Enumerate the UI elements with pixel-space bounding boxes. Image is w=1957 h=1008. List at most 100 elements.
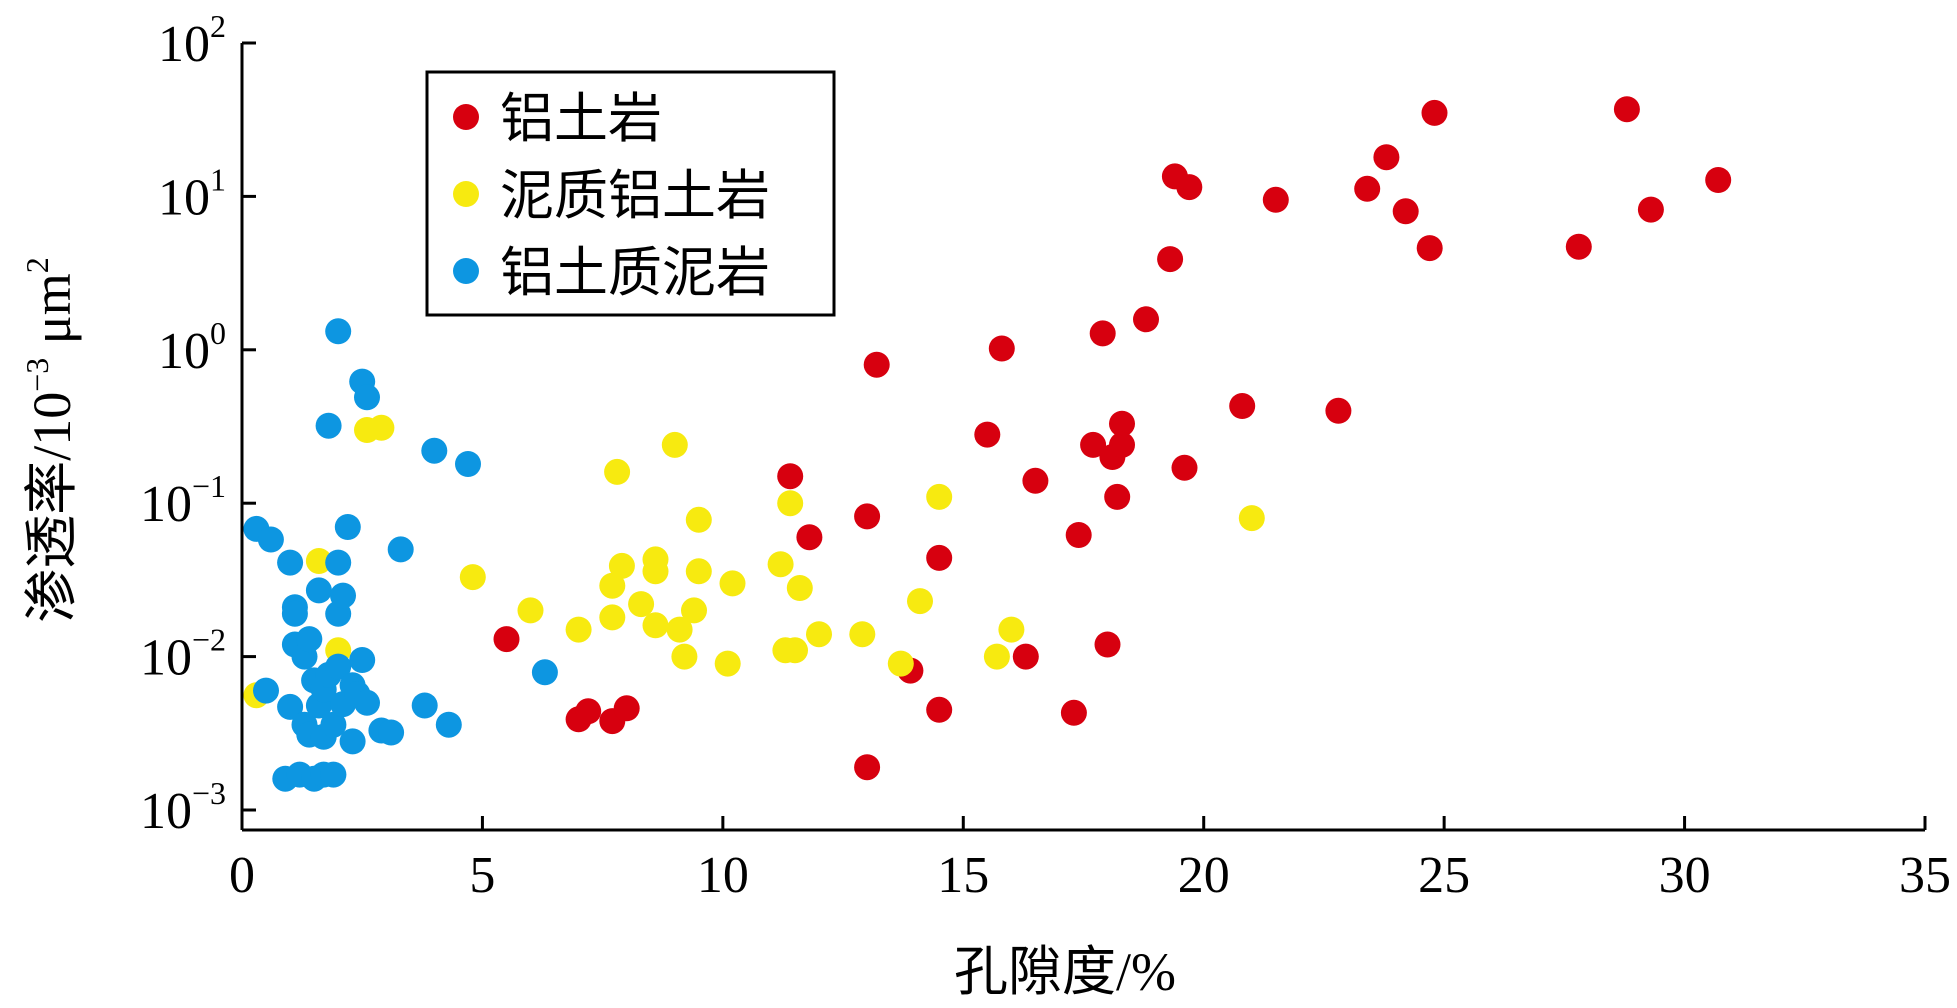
data-point — [330, 582, 356, 609]
x-tick-label-1: 5 — [469, 847, 495, 904]
legend-marker-0 — [453, 104, 479, 130]
x-tick-label-0: 0 — [229, 847, 255, 904]
data-point — [719, 570, 746, 597]
data-point — [1065, 522, 1092, 548]
y-tick-exp: 1 — [210, 161, 226, 197]
data-point — [1089, 320, 1116, 347]
x-tick-label-6: 30 — [1659, 847, 1711, 904]
data-point — [387, 536, 414, 563]
data-point — [1022, 467, 1049, 494]
data-point — [613, 695, 640, 722]
data-point — [714, 650, 741, 677]
legend-label-2: 铝土质泥岩 — [500, 241, 770, 304]
data-point — [849, 621, 876, 648]
data-point — [1565, 233, 1592, 260]
data-point — [974, 421, 1001, 448]
y-axis-title: 渗透率/10−3 μm2 — [19, 257, 82, 623]
y-tick-base: 10 — [158, 16, 210, 73]
y-tick-exp: 2 — [210, 8, 226, 44]
data-point — [334, 514, 361, 540]
data-point — [671, 643, 698, 670]
series-0 — [493, 96, 1732, 781]
data-point — [666, 616, 693, 643]
data-point — [1080, 431, 1107, 458]
data-point — [604, 458, 631, 485]
data-point — [1109, 431, 1135, 458]
legend-label-1: 泥质铝土岩 — [500, 164, 770, 227]
x-axis-title: 孔隙度/% — [954, 942, 1176, 1002]
series-1 — [243, 414, 1265, 709]
x-tick-label-4: 20 — [1178, 847, 1230, 904]
data-point — [1705, 167, 1732, 193]
y-tick-exp: 0 — [210, 315, 226, 351]
data-points — [243, 96, 1732, 792]
y-tick-exp: −1 — [192, 468, 226, 504]
data-point — [1094, 631, 1121, 658]
data-point — [1238, 505, 1265, 532]
x-tick-label-5: 25 — [1418, 847, 1470, 904]
data-point — [767, 551, 794, 578]
data-point — [354, 689, 380, 716]
x-tick-label-3: 15 — [937, 847, 989, 904]
data-point — [777, 463, 804, 490]
data-point — [253, 677, 279, 704]
data-point — [983, 643, 1010, 670]
data-point — [599, 604, 626, 631]
data-point — [988, 335, 1015, 362]
x-tick-label-7: 35 — [1899, 847, 1951, 904]
data-point — [1613, 96, 1640, 123]
legend-box — [425, 70, 836, 317]
data-point — [1060, 699, 1087, 726]
x-tick-label-2: 10 — [697, 847, 749, 904]
data-point — [1416, 235, 1443, 262]
data-point — [1354, 175, 1381, 202]
y-tick-base: 10 — [140, 783, 192, 840]
data-point — [1109, 410, 1135, 437]
data-point — [685, 558, 712, 585]
legend-marker-2 — [453, 258, 479, 284]
y-tick-label-1: 101 — [158, 161, 226, 226]
x-axis-ticks: 0 5 10 15 20 25 30 35 — [229, 816, 1951, 904]
data-point — [459, 564, 486, 591]
data-point — [926, 544, 953, 571]
data-point — [1229, 393, 1256, 419]
data-point — [777, 490, 804, 517]
data-point — [368, 414, 395, 441]
axes — [240, 43, 1925, 832]
data-point — [517, 597, 544, 624]
data-point — [411, 692, 438, 719]
data-point — [685, 506, 712, 533]
data-point — [378, 719, 405, 746]
data-point — [325, 318, 352, 345]
data-point — [565, 616, 592, 643]
data-point — [599, 572, 626, 599]
legend: 铝土岩 泥质铝土岩 铝土质泥岩 — [425, 70, 836, 317]
data-point — [1373, 144, 1400, 171]
data-point — [421, 437, 448, 464]
y-tick-base: 10 — [140, 630, 192, 687]
data-point — [628, 591, 655, 618]
y-tick-base: 10 — [140, 476, 192, 533]
data-point — [998, 616, 1025, 643]
series-2 — [243, 318, 558, 792]
data-point — [354, 384, 380, 411]
y-axis-title-unit: μm — [22, 273, 82, 357]
data-point — [1012, 643, 1039, 670]
data-point — [926, 483, 953, 510]
legend-label-0: 铝土岩 — [500, 87, 662, 150]
data-point — [320, 761, 347, 788]
data-point — [305, 548, 332, 574]
y-tick-label-5: 10−3 — [140, 775, 226, 840]
data-point — [257, 526, 284, 553]
data-point — [1421, 99, 1448, 126]
data-point — [661, 431, 688, 458]
data-point — [786, 575, 813, 601]
data-point — [926, 696, 953, 723]
data-point — [1637, 196, 1664, 223]
data-point — [1176, 174, 1203, 201]
y-tick-label-3: 10−1 — [140, 468, 226, 533]
data-point — [863, 351, 890, 378]
data-point — [782, 637, 808, 664]
data-point — [1104, 483, 1131, 510]
